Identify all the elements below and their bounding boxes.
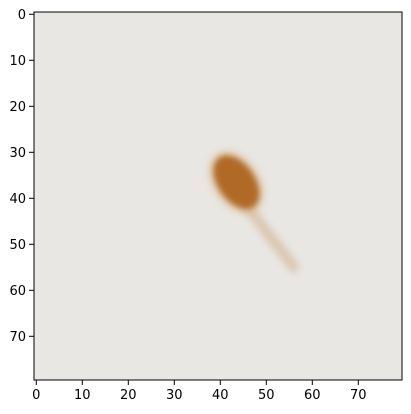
speck-core <box>213 155 260 209</box>
x-tick-label: 40 <box>212 388 229 403</box>
y-axis: 0 10 20 30 40 50 60 70 <box>9 8 34 345</box>
y-tick-label: 20 <box>9 100 26 115</box>
axes-frame <box>33 11 403 381</box>
y-tick-label: 40 <box>9 192 26 207</box>
x-axis: 0 10 20 30 40 50 60 70 <box>32 380 367 403</box>
x-tick-label: 10 <box>74 388 91 403</box>
image-content <box>209 151 299 273</box>
y-tick-label: 50 <box>9 238 26 253</box>
x-tick-label: 70 <box>350 388 367 403</box>
x-tick-label: 20 <box>120 388 137 403</box>
x-tick-label: 50 <box>258 388 275 403</box>
y-tick-label: 60 <box>9 284 26 299</box>
x-tick-label: 30 <box>166 388 183 403</box>
y-tick-label: 0 <box>18 8 26 23</box>
x-tick-label: 60 <box>304 388 321 403</box>
speck-tail <box>242 202 299 273</box>
y-tick-label: 70 <box>9 330 26 345</box>
y-tick-label: 10 <box>9 54 26 69</box>
y-tick-label: 30 <box>9 146 26 161</box>
x-tick-label: 0 <box>32 388 40 403</box>
